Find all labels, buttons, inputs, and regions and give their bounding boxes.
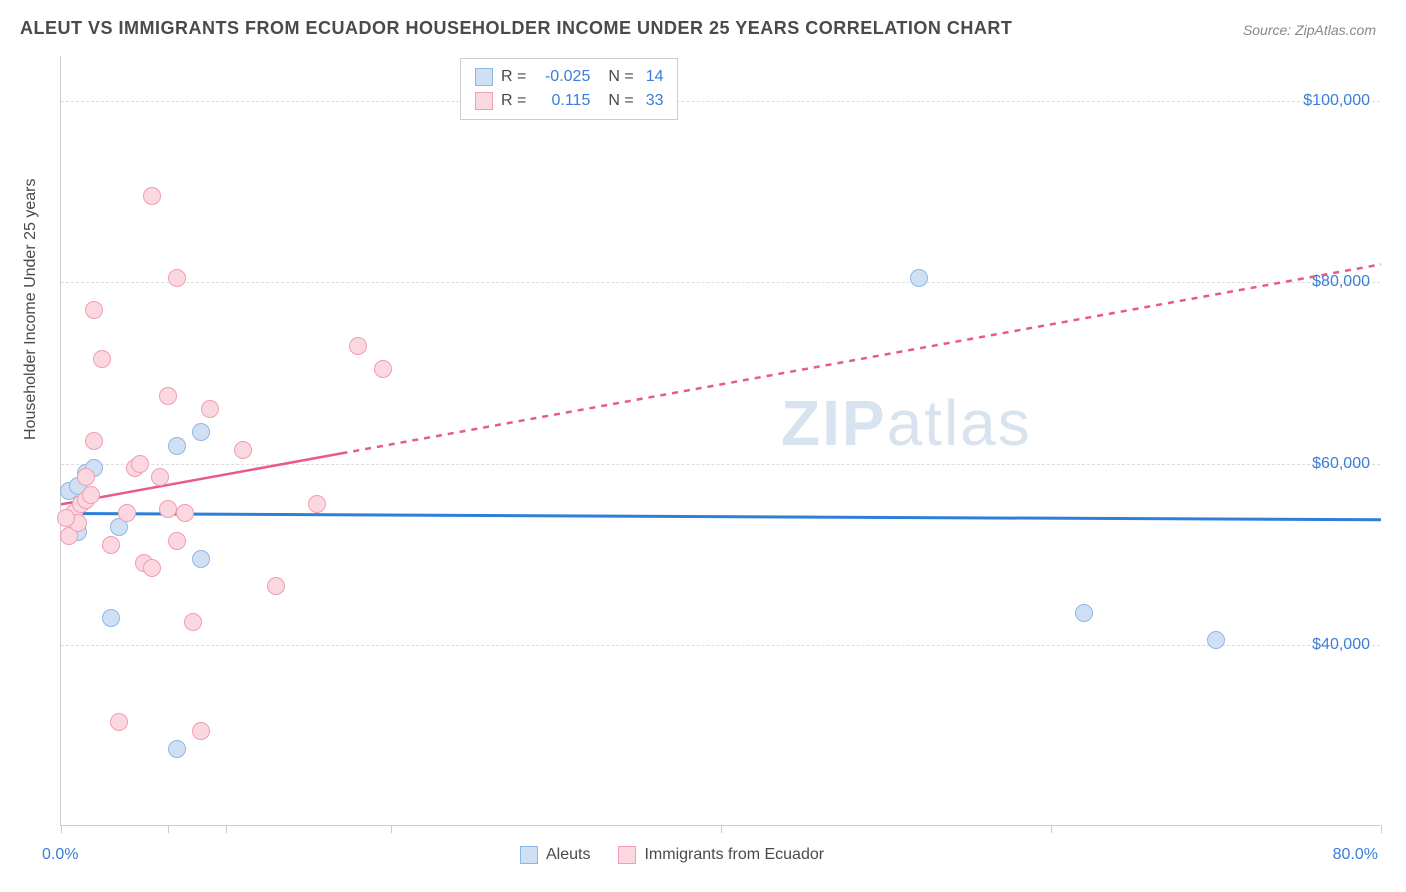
data-point: [82, 486, 100, 504]
series-legend-item: Immigrants from Ecuador: [618, 846, 824, 864]
data-point: [184, 613, 202, 631]
data-point: [168, 269, 186, 287]
data-point: [910, 269, 928, 287]
data-point: [168, 532, 186, 550]
series-legend: Aleuts Immigrants from Ecuador: [520, 846, 824, 864]
legend-n-label: N =: [608, 65, 633, 89]
x-tick: [226, 825, 227, 833]
data-point: [151, 468, 169, 486]
x-axis-max-label: 80.0%: [1333, 846, 1378, 864]
data-point: [374, 360, 392, 378]
chart-container: ALEUT VS IMMIGRANTS FROM ECUADOR HOUSEHO…: [0, 0, 1406, 892]
plot-area: ZIPatlas $40,000$60,000$80,000$100,000: [60, 56, 1380, 826]
x-tick: [721, 825, 722, 833]
x-tick: [168, 825, 169, 833]
x-tick: [391, 825, 392, 833]
legend-swatch: [618, 846, 636, 864]
data-point: [57, 509, 75, 527]
legend-r-label: R =: [501, 65, 526, 89]
series-name: Immigrants from Ecuador: [644, 846, 824, 864]
data-point: [1207, 631, 1225, 649]
data-point: [1075, 604, 1093, 622]
data-point: [143, 559, 161, 577]
data-point: [349, 337, 367, 355]
data-point: [159, 387, 177, 405]
data-point: [143, 187, 161, 205]
data-point: [102, 536, 120, 554]
data-point: [176, 504, 194, 522]
trend-solid: [61, 513, 1381, 519]
data-point: [168, 437, 186, 455]
legend-n-value: 33: [646, 89, 664, 113]
trend-lines: [61, 56, 1381, 826]
correlation-legend: R = -0.025 N = 14 R = 0.115 N = 33: [460, 58, 678, 120]
data-point: [85, 432, 103, 450]
x-axis-min-label: 0.0%: [42, 846, 78, 864]
legend-r-label: R =: [501, 89, 526, 113]
trend-dashed: [342, 264, 1382, 453]
x-tick: [1381, 825, 1382, 833]
data-point: [77, 468, 95, 486]
legend-swatch: [475, 92, 493, 110]
data-point: [192, 722, 210, 740]
data-point: [118, 504, 136, 522]
data-point: [102, 609, 120, 627]
chart-title: ALEUT VS IMMIGRANTS FROM ECUADOR HOUSEHO…: [20, 18, 1012, 39]
data-point: [308, 495, 326, 513]
series-legend-item: Aleuts: [520, 846, 590, 864]
legend-n-value: 14: [646, 65, 664, 89]
data-point: [110, 713, 128, 731]
data-point: [93, 350, 111, 368]
x-tick: [1051, 825, 1052, 833]
series-name: Aleuts: [546, 846, 590, 864]
data-point: [192, 550, 210, 568]
legend-row: R = 0.115 N = 33: [475, 89, 663, 113]
legend-r-value: -0.025: [534, 65, 590, 89]
legend-swatch: [475, 68, 493, 86]
source-label: Source: ZipAtlas.com: [1243, 22, 1376, 38]
data-point: [168, 740, 186, 758]
data-point: [192, 423, 210, 441]
legend-swatch: [520, 846, 538, 864]
data-point: [267, 577, 285, 595]
legend-r-value: 0.115: [534, 89, 590, 113]
data-point: [131, 455, 149, 473]
legend-n-label: N =: [608, 89, 633, 113]
trend-solid: [61, 453, 342, 504]
data-point: [159, 500, 177, 518]
data-point: [234, 441, 252, 459]
data-point: [85, 301, 103, 319]
x-tick: [61, 825, 62, 833]
data-point: [201, 400, 219, 418]
legend-row: R = -0.025 N = 14: [475, 65, 663, 89]
y-axis-label: Householder Income Under 25 years: [22, 179, 40, 440]
